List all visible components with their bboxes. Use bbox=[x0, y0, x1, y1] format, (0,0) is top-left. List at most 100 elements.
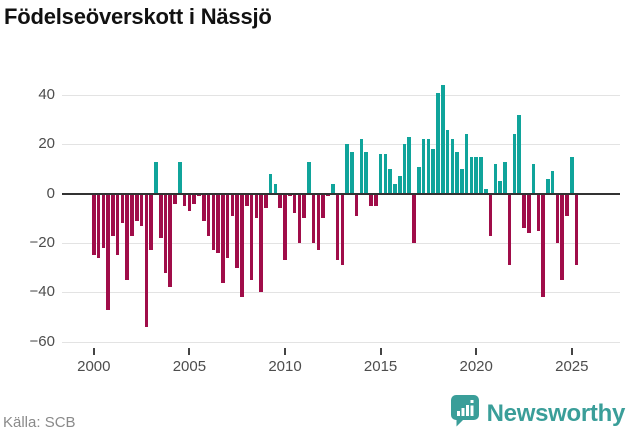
bar-negative bbox=[574, 193, 579, 266]
bar-negative bbox=[139, 193, 144, 226]
bar-negative bbox=[264, 193, 268, 209]
bar-positive bbox=[421, 139, 426, 194]
bar-negative bbox=[144, 193, 149, 327]
bar-negative bbox=[259, 193, 263, 293]
gridline bbox=[62, 341, 620, 343]
bar-negative bbox=[374, 193, 378, 207]
bar-positive bbox=[402, 144, 407, 194]
bar-negative bbox=[278, 193, 282, 209]
x-tick-mark bbox=[92, 348, 95, 355]
bar-positive bbox=[178, 161, 182, 194]
bar-negative bbox=[244, 193, 249, 207]
bar-negative bbox=[565, 193, 569, 216]
bar-negative bbox=[163, 193, 168, 273]
bar-negative bbox=[135, 193, 139, 221]
bar-positive bbox=[531, 164, 536, 194]
zero-axis-line bbox=[62, 192, 620, 195]
bar-negative bbox=[292, 193, 297, 214]
bar-positive bbox=[503, 161, 507, 194]
bar-positive bbox=[426, 139, 431, 194]
bar-positive bbox=[550, 171, 555, 194]
bar-positive bbox=[450, 139, 455, 194]
bar-positive bbox=[350, 151, 354, 194]
bar-positive bbox=[407, 136, 412, 194]
bar-negative bbox=[249, 193, 254, 281]
bar-negative bbox=[125, 193, 130, 281]
bar-negative bbox=[230, 193, 235, 216]
bar-negative bbox=[297, 193, 302, 244]
y-axis-label: 20 bbox=[38, 135, 55, 153]
bar-positive bbox=[331, 183, 335, 194]
bar-negative bbox=[526, 193, 531, 234]
bar-negative bbox=[340, 193, 345, 266]
bar-positive bbox=[469, 156, 474, 194]
bar-positive bbox=[431, 149, 435, 194]
source-label: Källa: SCB bbox=[3, 414, 76, 431]
newsworthy-speech-bubble-chart-icon bbox=[450, 394, 480, 433]
bar-positive bbox=[417, 166, 421, 194]
bar-negative bbox=[560, 193, 565, 281]
bar-negative bbox=[354, 193, 359, 216]
bar-positive bbox=[397, 176, 402, 194]
bar-negative bbox=[168, 193, 173, 288]
bar-negative bbox=[283, 193, 287, 261]
x-axis-label: 2010 bbox=[268, 358, 302, 375]
bar-positive bbox=[268, 173, 273, 194]
bar-negative bbox=[120, 193, 125, 224]
bar-negative bbox=[488, 193, 493, 236]
x-tick-mark bbox=[188, 348, 191, 355]
bar-negative bbox=[111, 193, 115, 236]
bar-positive bbox=[154, 161, 158, 194]
plot-area: 40 20 0 −20 −40 −60 2000 2005 2010 2015 2020 2025 bbox=[29, 85, 620, 375]
y-axis-label: −20 bbox=[29, 234, 55, 252]
bar-positive bbox=[474, 156, 478, 194]
chart-footer: Källa: SCB Newsworthy bbox=[0, 395, 631, 439]
x-tick-mark bbox=[284, 348, 286, 355]
bar-positive bbox=[345, 144, 349, 194]
y-axis-label: 0 bbox=[46, 184, 55, 202]
bar-negative bbox=[211, 193, 216, 251]
bar-negative bbox=[149, 193, 153, 251]
bar-positive bbox=[546, 178, 550, 194]
bar-negative bbox=[507, 193, 512, 266]
bar-negative bbox=[187, 193, 192, 211]
bar-negative bbox=[221, 193, 225, 283]
bar-negative bbox=[369, 193, 373, 207]
chart-title: Födelseöverskott i Nässjö bbox=[4, 4, 272, 29]
y-axis-label: −60 bbox=[29, 332, 55, 350]
bar-negative bbox=[541, 193, 545, 298]
x-axis-label: 2005 bbox=[172, 358, 207, 375]
bar-positive bbox=[570, 156, 574, 194]
x-axis-label: 2000 bbox=[77, 358, 111, 375]
bar-negative bbox=[206, 193, 211, 236]
bar-negative bbox=[536, 193, 541, 231]
bar-negative bbox=[101, 193, 106, 248]
gridline bbox=[62, 94, 620, 96]
bar-negative bbox=[287, 193, 292, 197]
bar-positive bbox=[273, 183, 278, 194]
bar-negative bbox=[130, 193, 134, 236]
gridline bbox=[62, 144, 620, 146]
y-axis-label: −40 bbox=[29, 283, 55, 301]
gridline bbox=[62, 292, 620, 294]
bar-positive bbox=[455, 151, 459, 194]
bar-negative bbox=[326, 193, 330, 197]
x-axis-label: 2020 bbox=[459, 358, 493, 375]
bar-positive bbox=[440, 85, 445, 194]
newsworthy-logo: Newsworthy bbox=[450, 394, 625, 433]
bar-negative bbox=[115, 193, 120, 256]
bar-negative bbox=[522, 193, 526, 229]
bar-negative bbox=[173, 193, 177, 204]
bar-positive bbox=[436, 92, 440, 194]
bar-negative bbox=[92, 193, 96, 256]
bar-positive bbox=[479, 156, 483, 194]
bar-negative bbox=[311, 193, 316, 244]
bar-positive bbox=[359, 139, 364, 194]
bar-positive bbox=[445, 129, 450, 194]
bar-negative bbox=[412, 193, 416, 244]
bar-positive bbox=[378, 154, 383, 194]
bar-negative bbox=[555, 193, 560, 244]
bar-positive bbox=[388, 169, 392, 194]
bar-negative bbox=[201, 193, 206, 221]
